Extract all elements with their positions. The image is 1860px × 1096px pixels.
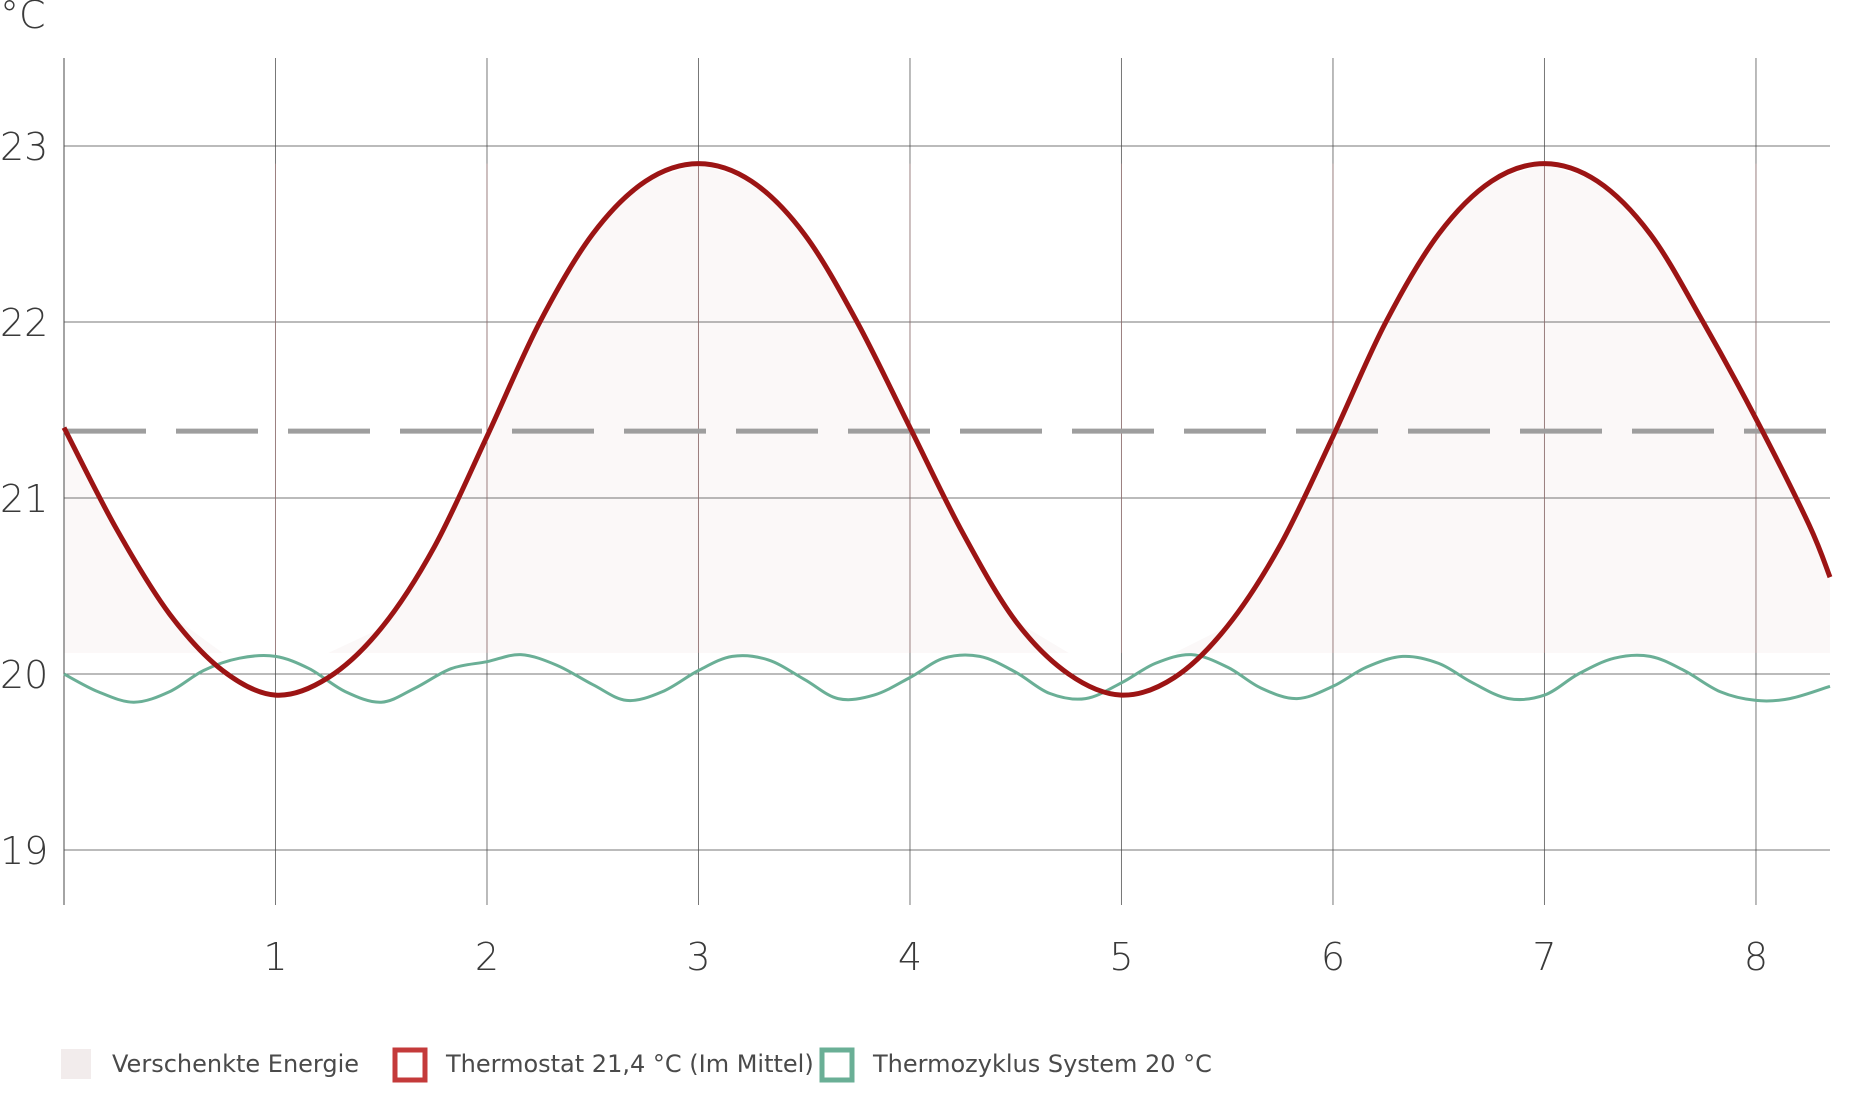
- legend-label-thermostat: Thermostat 21,4 °C (Im Mittel): [445, 1050, 814, 1078]
- y-tick-label-20: 20: [0, 653, 48, 697]
- x-tick-label-6: 6: [1321, 935, 1345, 979]
- y-tick-label-19: 19: [0, 829, 48, 873]
- x-tick-label-5: 5: [1109, 935, 1133, 979]
- y-tick-label-23: 23: [0, 125, 48, 169]
- legend-item-thermozyklus: Thermozyklus System 20 °C: [819, 1047, 1212, 1083]
- legend: Verschenkte Energie Thermostat 21,4 °C (…: [61, 1047, 1212, 1083]
- x-tick-label-7: 7: [1532, 935, 1556, 979]
- x-tick-label-1: 1: [263, 935, 287, 979]
- x-tick-label-4: 4: [898, 935, 922, 979]
- y-tick-label-22: 22: [0, 301, 48, 345]
- grid-layer: [63, 58, 1830, 905]
- series-layer: [61, 161, 1833, 704]
- legend-item-energy: Verschenkte Energie: [61, 1049, 359, 1079]
- energy-fill-layer: [64, 163, 1830, 653]
- y-axis-unit: °C: [0, 0, 46, 37]
- legend-label-thermozyklus: Thermozyklus System 20 °C: [872, 1050, 1212, 1078]
- legend-item-thermostat: Thermostat 21,4 °C (Im Mittel): [392, 1047, 814, 1083]
- series-thermostat-line: [61, 161, 1833, 698]
- legend-label-energy: Verschenkte Energie: [112, 1050, 359, 1078]
- y-tick-label-21: 21: [0, 477, 48, 521]
- series-thermozyklus-line: [63, 653, 1831, 704]
- x-tick-label-2: 2: [475, 935, 499, 979]
- energy-fill-area: [64, 163, 1830, 653]
- legend-swatch-thermozyklus: [819, 1047, 855, 1083]
- x-tick-label-3: 3: [686, 935, 710, 979]
- legend-swatch-thermostat: [392, 1047, 428, 1083]
- legend-swatch-energy: [61, 1049, 91, 1079]
- x-tick-label-8: 8: [1744, 935, 1768, 979]
